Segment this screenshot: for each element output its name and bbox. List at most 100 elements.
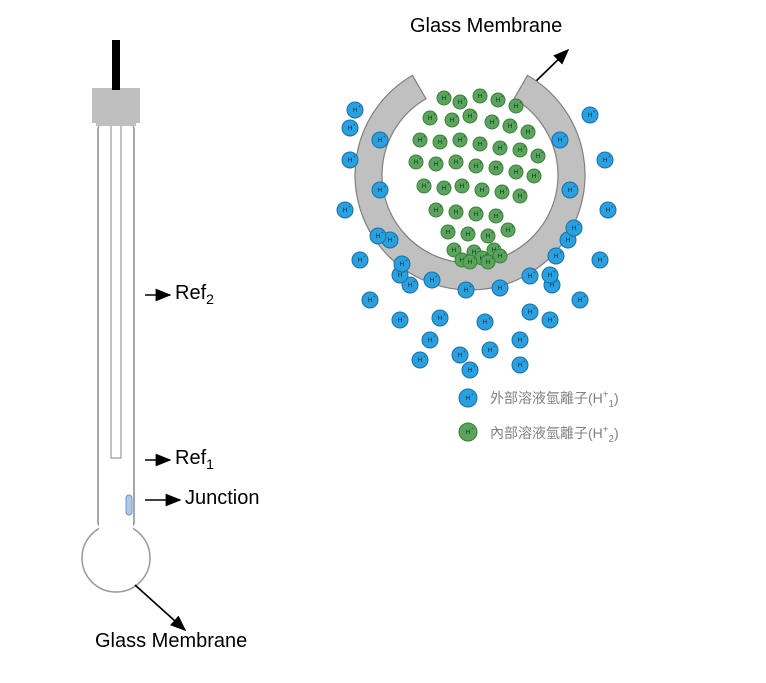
svg-text:+: + bbox=[471, 228, 474, 233]
diagram-canvas: H+H+H+H+H+H+H+H+H+H+H+H+H+H+H+H+H+H+H+H+… bbox=[0, 0, 766, 683]
ion-outer: H+ bbox=[347, 102, 363, 118]
svg-text:+: + bbox=[485, 184, 488, 189]
label-junction: Junction bbox=[185, 487, 260, 510]
svg-text:H: H bbox=[468, 259, 473, 266]
svg-text:H: H bbox=[514, 169, 519, 176]
legend-outer-text: 外部溶液氫離子(H+1) bbox=[490, 388, 619, 410]
svg-text:+: + bbox=[427, 180, 430, 185]
svg-text:+: + bbox=[603, 254, 606, 259]
svg-text:H: H bbox=[486, 259, 491, 266]
svg-text:+: + bbox=[423, 134, 426, 139]
svg-text:+: + bbox=[358, 104, 361, 109]
svg-text:H: H bbox=[548, 317, 553, 324]
svg-text:H: H bbox=[474, 211, 479, 218]
label-ref1: Ref1 bbox=[175, 447, 214, 472]
ion-outer: H+ bbox=[512, 332, 528, 348]
svg-text:H: H bbox=[518, 193, 523, 200]
ion-inner: H+ bbox=[449, 155, 463, 169]
svg-text:+: + bbox=[523, 144, 526, 149]
svg-text:+: + bbox=[608, 154, 611, 159]
svg-text:H: H bbox=[414, 159, 419, 166]
svg-text:H: H bbox=[378, 137, 383, 144]
svg-text:H: H bbox=[518, 147, 523, 154]
svg-text:H: H bbox=[464, 287, 469, 294]
ion-outer: H+ bbox=[562, 182, 578, 198]
svg-text:+: + bbox=[469, 284, 472, 289]
svg-text:+: + bbox=[383, 184, 386, 189]
svg-text:H: H bbox=[588, 112, 593, 119]
svg-text:H: H bbox=[568, 187, 573, 194]
electrode-bulb bbox=[82, 524, 150, 592]
svg-text:H: H bbox=[458, 137, 463, 144]
svg-text:+: + bbox=[473, 256, 476, 261]
svg-text:+: + bbox=[471, 426, 474, 431]
svg-text:H: H bbox=[348, 125, 353, 132]
svg-text:H: H bbox=[528, 309, 533, 316]
svg-text:+: + bbox=[463, 134, 466, 139]
svg-text:H: H bbox=[398, 272, 403, 279]
svg-text:+: + bbox=[353, 154, 356, 159]
svg-text:+: + bbox=[503, 250, 506, 255]
svg-text:H: H bbox=[466, 231, 471, 238]
svg-text:+: + bbox=[503, 282, 506, 287]
ion-outer: H+ bbox=[482, 342, 498, 358]
svg-text:+: + bbox=[503, 142, 506, 147]
ion-inner: H+ bbox=[463, 109, 477, 123]
svg-text:H: H bbox=[480, 187, 485, 194]
svg-text:H: H bbox=[438, 315, 443, 322]
ion-inner: H+ bbox=[463, 255, 477, 269]
ion-outer: H+ bbox=[372, 182, 388, 198]
svg-text:H: H bbox=[468, 113, 473, 120]
svg-text:+: + bbox=[439, 158, 442, 163]
ion-outer-membrane: H+ bbox=[566, 220, 582, 236]
svg-text:H: H bbox=[498, 285, 503, 292]
ion-inner: H+ bbox=[417, 179, 431, 193]
ion-inner: H+ bbox=[501, 223, 515, 237]
svg-text:H: H bbox=[418, 357, 423, 364]
svg-text:+: + bbox=[451, 226, 454, 231]
ion-outer: H+ bbox=[477, 314, 493, 330]
svg-text:+: + bbox=[523, 190, 526, 195]
svg-text:H: H bbox=[442, 185, 447, 192]
svg-text:H: H bbox=[388, 237, 393, 244]
svg-text:+: + bbox=[519, 100, 522, 105]
svg-text:H: H bbox=[438, 139, 443, 146]
svg-text:H: H bbox=[578, 297, 583, 304]
svg-text:H: H bbox=[454, 209, 459, 216]
svg-text:+: + bbox=[405, 258, 408, 263]
svg-text:H: H bbox=[494, 165, 499, 172]
svg-text:+: + bbox=[495, 116, 498, 121]
svg-text:+: + bbox=[447, 182, 450, 187]
ion-inner: H+ bbox=[429, 157, 443, 171]
svg-text:+: + bbox=[348, 204, 351, 209]
ion-outer: H+ bbox=[542, 267, 558, 283]
svg-text:+: + bbox=[433, 334, 436, 339]
ion-outer: H+ bbox=[572, 292, 588, 308]
svg-text:+: + bbox=[559, 250, 562, 255]
svg-text:H: H bbox=[572, 225, 577, 232]
svg-text:H: H bbox=[474, 163, 479, 170]
svg-text:+: + bbox=[491, 256, 494, 261]
svg-text:H: H bbox=[408, 282, 413, 289]
svg-text:H: H bbox=[368, 297, 373, 304]
ion-outer: H+ bbox=[337, 202, 353, 218]
svg-text:H: H bbox=[358, 257, 363, 264]
svg-text:H: H bbox=[526, 129, 531, 136]
svg-text:H: H bbox=[458, 99, 463, 106]
svg-text:H: H bbox=[532, 173, 537, 180]
svg-text:H: H bbox=[483, 319, 488, 326]
ion-inner: H+ bbox=[485, 115, 499, 129]
svg-text:+: + bbox=[443, 136, 446, 141]
ion-outer: H+ bbox=[462, 362, 478, 378]
svg-text:+: + bbox=[447, 92, 450, 97]
electrode-cap bbox=[92, 88, 140, 123]
svg-text:+: + bbox=[593, 109, 596, 114]
svg-text:+: + bbox=[433, 112, 436, 117]
svg-text:+: + bbox=[465, 180, 468, 185]
svg-text:H: H bbox=[353, 107, 358, 114]
svg-text:H: H bbox=[446, 229, 451, 236]
svg-text:+: + bbox=[491, 230, 494, 235]
svg-text:H: H bbox=[466, 395, 471, 402]
svg-text:H: H bbox=[490, 119, 495, 126]
ion-inner: H+ bbox=[509, 165, 523, 179]
